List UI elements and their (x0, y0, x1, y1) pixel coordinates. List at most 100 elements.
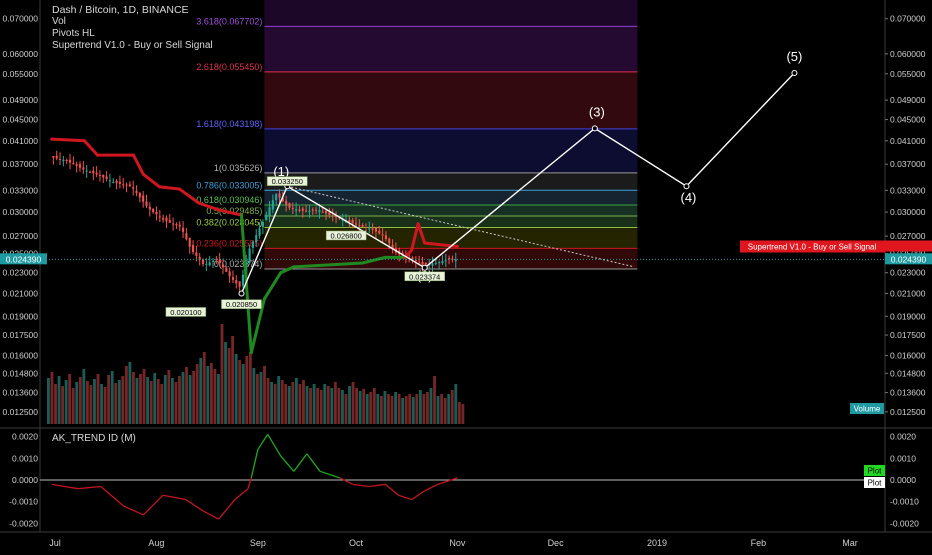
candle-body (305, 210, 308, 212)
volume-bar (351, 382, 355, 424)
candle-body (175, 224, 178, 226)
candle-body (418, 262, 421, 264)
candle-body (215, 258, 218, 260)
candle-body (351, 220, 354, 224)
supertrend-segment (249, 297, 266, 355)
volume-bar (64, 380, 68, 424)
volume-bar (291, 382, 295, 424)
volume-bar (273, 384, 277, 424)
volume-bar (298, 384, 302, 424)
candle-body (444, 260, 447, 262)
volume-bar (170, 378, 174, 424)
candle-body (438, 262, 441, 264)
wave-point (683, 183, 690, 190)
volume-bar (224, 342, 227, 424)
candle-body (75, 164, 78, 166)
indicator-supertrend[interactable]: Supertrend V1.0 - Buy or Sell Signal (52, 40, 213, 51)
volume-bar (57, 376, 61, 424)
y-tick-label-left: 0.045000 (3, 115, 39, 125)
volume-bar (302, 380, 305, 424)
volume-bar (153, 373, 157, 424)
volume-bar (305, 386, 309, 424)
osc-tick-label-left: 0.0000 (12, 475, 38, 485)
osc-tick-label-left: 0.0010 (12, 453, 38, 463)
volume-bar (433, 376, 436, 424)
volume-tag-label: Volume (854, 405, 881, 414)
x-tick-label: Mar (842, 538, 858, 548)
volume-bar (312, 384, 316, 424)
candle-body (108, 180, 111, 182)
volume-bar (142, 369, 146, 424)
volume-bar (404, 396, 408, 424)
oscillator-segment (162, 494, 186, 501)
volume-bar (429, 388, 433, 424)
candle-body (298, 209, 301, 211)
oscillator-segment (77, 485, 101, 490)
volume-bar (252, 368, 256, 424)
volume-bar (217, 374, 220, 424)
oscillator-segment (234, 488, 249, 501)
candle-body (128, 184, 131, 187)
volume-bar (93, 379, 96, 424)
y-tick-label-right: 0.055000 (890, 69, 926, 79)
candle-body (122, 184, 125, 186)
volume-bar (270, 382, 274, 424)
x-tick-label: Jul (49, 538, 61, 548)
volume-tag (850, 403, 884, 414)
candle-body (321, 211, 324, 213)
candle-body (158, 216, 161, 218)
candle-body (275, 194, 278, 200)
supertrend-segment (141, 172, 162, 189)
volume-bar (71, 388, 75, 424)
oscillator-segment (218, 499, 236, 520)
candle-body (155, 211, 158, 215)
candle-body (85, 170, 88, 172)
y-tick-label-left: 0.055000 (3, 69, 39, 79)
candle-body (248, 248, 251, 263)
y-tick-label-right: 0.041000 (890, 136, 926, 146)
supertrend-tag (740, 240, 885, 253)
supertrend-tag-label: Supertrend V1.0 - Buy or Sell Signal (748, 242, 877, 251)
supertrend-segment (292, 261, 365, 269)
pivot-box (221, 299, 262, 309)
wave-label: (4) (681, 190, 697, 205)
supertrend-segment (158, 185, 181, 191)
x-tick-label: Feb (751, 538, 767, 548)
candle-body (441, 261, 444, 264)
indicator-pivots[interactable]: Pivots HL (52, 28, 95, 39)
fib-band (264, 128, 638, 173)
volume-bar (355, 388, 359, 424)
candle-body (318, 210, 321, 213)
supertrend-segment (262, 271, 283, 301)
oscillator-segment (339, 477, 354, 485)
volume-bar (50, 372, 54, 424)
volume-bar (163, 375, 167, 424)
supertrend-segment (82, 139, 100, 157)
candle-body (191, 244, 195, 252)
y-tick-label-left: 0.019000 (3, 311, 39, 321)
oscillator-segment (257, 433, 269, 450)
indicator-vol[interactable]: Vol (52, 16, 66, 27)
candle-body (354, 223, 358, 225)
y-tick-label-right: 0.070000 (890, 14, 926, 24)
volume-bar (238, 360, 242, 424)
y-tick-label-right: 0.027000 (890, 231, 926, 241)
volume-bar (390, 396, 394, 424)
volume-bar (450, 390, 454, 424)
x-tick-label: Dec (548, 538, 565, 548)
supertrend-segment (132, 153, 145, 176)
volume-bar (227, 348, 231, 424)
y-tick-label-left: 0.016000 (3, 351, 39, 361)
candle-body (178, 224, 181, 227)
candle-body (82, 167, 85, 170)
volume-bar (440, 394, 444, 424)
plot-legend-green-label: Plot (868, 467, 883, 476)
volume-bar (280, 380, 284, 424)
osc-tick-label-left: -0.0020 (9, 518, 38, 528)
volume-bar (379, 396, 383, 424)
oscillator-segment (293, 453, 308, 472)
y-tick-label-right: 0.037000 (890, 159, 926, 169)
osc-tick-label-right: 0.0000 (890, 475, 916, 485)
